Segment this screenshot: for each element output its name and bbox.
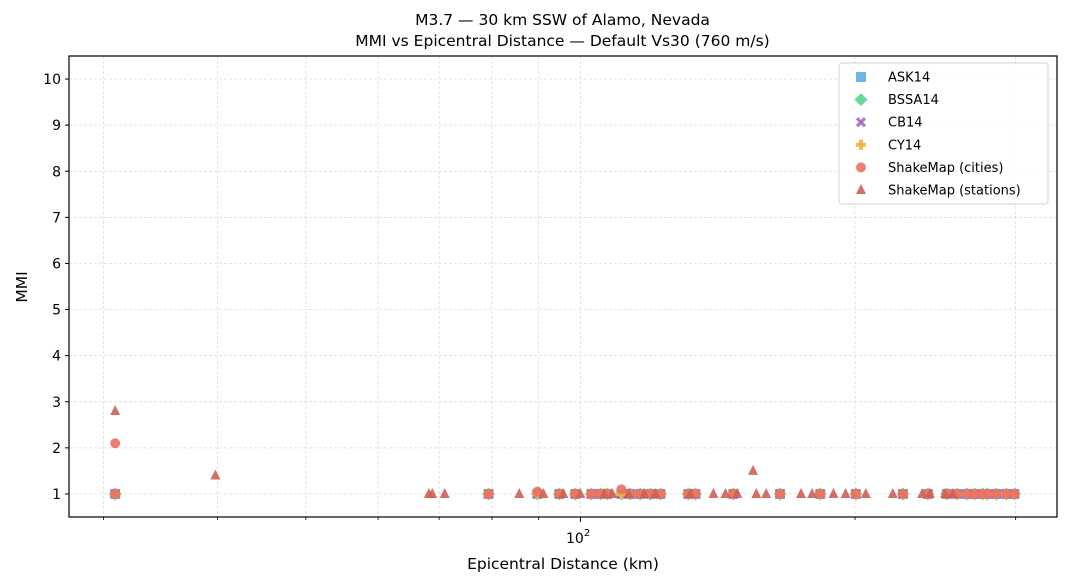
y-tick-label: 10 [43, 72, 61, 88]
x-major-tick-label: 102 [566, 528, 590, 547]
legend-item-ask14: ASK14 [856, 71, 930, 86]
series-shakemap-cities [110, 438, 1020, 499]
legend: ASK14 BSSA14 CB14 CY14 ShakeMap (cities) Shak… [838, 62, 1049, 205]
series-shakemap-stations [110, 404, 958, 498]
y-tick-label: 5 [52, 303, 61, 319]
legend-item-shakemap-stations: ShakeMap (stations) [856, 184, 1021, 199]
y-tick-label: 6 [52, 256, 61, 272]
chart-title-line-2: MMI vs Epicentral Distance — Default Vs3… [355, 32, 770, 50]
y-tick-label: 1 [52, 487, 61, 503]
x-axis-ticks [103, 517, 1017, 522]
y-tick-label: 2 [52, 441, 61, 457]
y-tick-label: 7 [52, 210, 61, 226]
y-axis-ticks: 1 2 3 4 5 6 7 8 9 10 [43, 72, 69, 503]
legend-box [838, 62, 1049, 205]
y-tick-label: 3 [52, 395, 61, 411]
legend-label: CY14 [888, 138, 921, 153]
circle-marker-icon [856, 162, 866, 173]
chart-title-line-1: M3.7 — 30 km SSW of Alamo, Nevada [415, 11, 710, 29]
x-marker-icon [855, 117, 867, 128]
plus-marker-icon [856, 139, 866, 150]
y-axis-label: MMI [13, 271, 31, 302]
legend-label: ShakeMap (cities) [888, 161, 1003, 176]
diamond-marker-icon [854, 93, 868, 107]
legend-item-shakemap-cities: ShakeMap (cities) [856, 161, 1003, 176]
y-tick-label: 8 [52, 164, 61, 180]
square-marker-icon [856, 72, 866, 82]
plot-frame [68, 55, 1058, 518]
legend-item-cy14: CY14 [856, 138, 921, 153]
y-tick-label: 9 [52, 118, 61, 134]
legend-label: CB14 [888, 116, 923, 131]
legend-label: ShakeMap (stations) [888, 184, 1021, 199]
legend-item-bssa14: BSSA14 [854, 93, 939, 108]
y-tick-label: 4 [52, 349, 61, 365]
legend-label: BSSA14 [888, 93, 939, 108]
x-axis-label: Epicentral Distance (km) [467, 555, 659, 573]
triangle-marker-icon [856, 184, 866, 194]
data-points [108, 404, 1021, 501]
legend-label: ASK14 [888, 71, 930, 86]
legend-item-cb14: CB14 [855, 116, 923, 131]
